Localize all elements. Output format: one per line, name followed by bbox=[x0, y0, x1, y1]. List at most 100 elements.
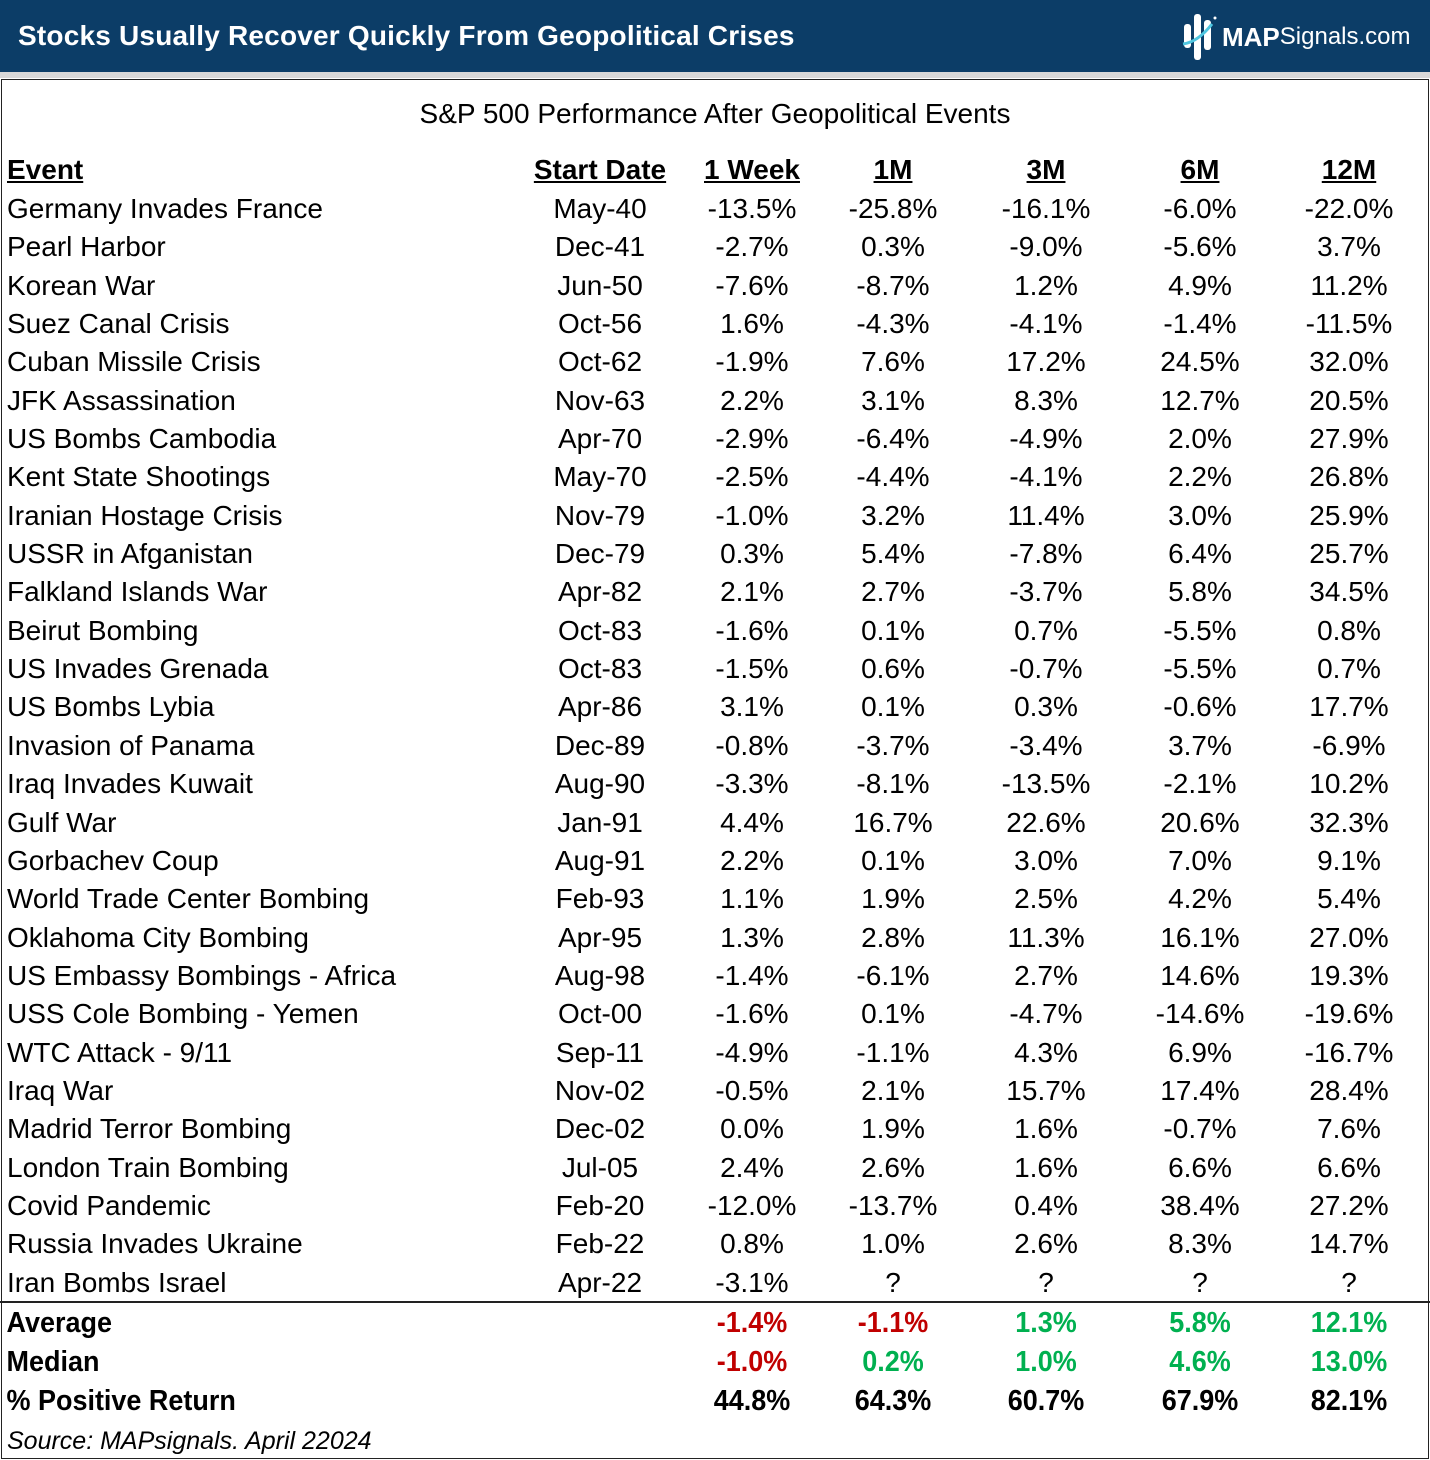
cell-event: Covid Pandemic bbox=[7, 1189, 211, 1221]
summary-value-1-week: -1.0% bbox=[716, 1346, 788, 1378]
cell-1m: 0.6% bbox=[861, 653, 925, 685]
summary-value-6m: 4.6% bbox=[1169, 1346, 1231, 1378]
cell-12m: 14.7% bbox=[1309, 1228, 1389, 1260]
summary-value-1m: -1.1% bbox=[857, 1307, 929, 1339]
cell-start-date: Feb-22 bbox=[555, 1228, 645, 1260]
cell-event: Pearl Harbor bbox=[7, 231, 166, 263]
cell-start-date: Aug-91 bbox=[554, 844, 646, 876]
cell-1-week: -0.8% bbox=[715, 729, 789, 761]
cell-start-date: Dec-79 bbox=[554, 538, 646, 570]
summary-value-12m: 82.1% bbox=[1310, 1385, 1388, 1417]
cell-event: London Train Bombing bbox=[7, 1151, 289, 1183]
cell-start-date: Apr-70 bbox=[557, 423, 643, 455]
cell-6m: 6.9% bbox=[1168, 1036, 1232, 1068]
cell-12m: 9.1% bbox=[1317, 844, 1381, 876]
cell-1m: -25.8% bbox=[848, 193, 938, 224]
cell-12m: -6.9% bbox=[1312, 729, 1386, 761]
cell-event: US Embassy Bombings - Africa bbox=[7, 959, 397, 991]
cell-event: Suez Canal Crisis bbox=[7, 308, 230, 340]
cell-6m: -0.6% bbox=[1163, 691, 1237, 723]
cell-1m: -13.7% bbox=[848, 1189, 938, 1221]
cell-event: Invasion of Panama bbox=[7, 729, 255, 761]
cell-1m: 1.9% bbox=[861, 883, 925, 915]
cell-event: US Invades Grenada bbox=[7, 653, 269, 685]
column-header-3m: 3M bbox=[1026, 154, 1066, 185]
cell-start-date: Jan-91 bbox=[557, 806, 643, 838]
cell-start-date: Oct-00 bbox=[557, 998, 643, 1030]
cell-1m: -6.4% bbox=[856, 423, 930, 455]
cell-6m: 24.5% bbox=[1160, 346, 1240, 378]
cell-6m: 4.2% bbox=[1168, 883, 1232, 915]
cell-event: Gorbachev Coup bbox=[7, 844, 219, 876]
cell-event: Oklahoma City Bombing bbox=[7, 921, 309, 953]
cell-start-date: Nov-79 bbox=[554, 499, 646, 531]
cell-12m: 27.9% bbox=[1309, 423, 1389, 455]
cell-1-week: -1.6% bbox=[715, 614, 789, 646]
cell-6m: 12.7% bbox=[1160, 384, 1240, 416]
page-title: Stocks Usually Recover Quickly From Geop… bbox=[18, 20, 795, 51]
cell-event: US Bombs Lybia bbox=[7, 691, 215, 723]
cell-6m: 2.2% bbox=[1168, 461, 1232, 493]
cell-12m: 3.7% bbox=[1317, 231, 1381, 263]
cell-1-week: -12.0% bbox=[707, 1189, 797, 1221]
cell-event: Iran Bombs Israel bbox=[7, 1266, 227, 1298]
cell-3m: 0.3% bbox=[1014, 691, 1078, 723]
cell-event: Beirut Bombing bbox=[7, 614, 199, 646]
cell-6m: -6.0% bbox=[1163, 193, 1237, 224]
cell-1-week: -4.9% bbox=[715, 1036, 789, 1068]
cell-3m: 2.7% bbox=[1014, 959, 1078, 991]
cell-6m: -0.7% bbox=[1163, 1113, 1237, 1145]
cell-3m: -13.5% bbox=[1001, 768, 1091, 800]
cell-6m: 38.4% bbox=[1160, 1189, 1240, 1221]
cell-3m: ? bbox=[1038, 1266, 1054, 1298]
cell-1-week: 1.6% bbox=[720, 308, 784, 340]
logo-text: Signals.com bbox=[1279, 23, 1411, 50]
column-header-event: Event bbox=[7, 154, 84, 185]
cell-event: Madrid Terror Bombing bbox=[7, 1113, 292, 1145]
cell-3m: 2.5% bbox=[1014, 883, 1078, 915]
summary-label: Median bbox=[6, 1346, 100, 1378]
cell-1m: -1.1% bbox=[856, 1036, 930, 1068]
cell-1-week: -2.5% bbox=[715, 461, 789, 493]
cell-12m: 25.7% bbox=[1309, 538, 1389, 570]
cell-1-week: -1.0% bbox=[715, 499, 789, 531]
summary-value-1m: 64.3% bbox=[854, 1385, 932, 1417]
cell-1-week: 1.3% bbox=[720, 921, 784, 953]
table-frame bbox=[1, 79, 1429, 1459]
cell-start-date: May-70 bbox=[553, 461, 647, 493]
cell-1m: 3.2% bbox=[861, 499, 925, 531]
cell-6m: 5.8% bbox=[1168, 576, 1232, 608]
empty-cell bbox=[526, 1304, 675, 1343]
empty-cell bbox=[526, 1382, 675, 1421]
cell-1m: 0.1% bbox=[861, 691, 925, 723]
cell-1m: -8.7% bbox=[856, 269, 930, 301]
cell-1m: 0.1% bbox=[861, 998, 925, 1030]
cell-event: Iranian Hostage Crisis bbox=[7, 499, 283, 531]
cell-event: Germany Invades France bbox=[7, 193, 323, 224]
summary-value-12m: 13.0% bbox=[1310, 1346, 1388, 1378]
cell-event: JFK Assassination bbox=[7, 384, 236, 416]
cell-1m: -4.4% bbox=[856, 461, 930, 493]
cell-1-week: -2.9% bbox=[715, 423, 789, 455]
cell-1-week: 2.4% bbox=[720, 1151, 784, 1183]
cell-12m: 32.0% bbox=[1309, 346, 1389, 378]
cell-12m: ? bbox=[1341, 1266, 1357, 1298]
cell-start-date: Oct-62 bbox=[557, 346, 643, 378]
cell-1m: 0.1% bbox=[861, 614, 925, 646]
cell-1m: -3.7% bbox=[856, 729, 930, 761]
cell-3m: -0.7% bbox=[1009, 653, 1083, 685]
cell-1-week: 0.0% bbox=[720, 1113, 784, 1145]
cell-1-week: -13.5% bbox=[707, 193, 797, 224]
cell-3m: -3.7% bbox=[1009, 576, 1083, 608]
cell-1-week: 0.3% bbox=[720, 538, 784, 570]
summary-section: Average -1.4% -1.1% 1.3% 5.8% 12.1% Median -1.0… bbox=[0, 1304, 1428, 1421]
cell-3m: -4.1% bbox=[1009, 461, 1083, 493]
cell-1m: 2.8% bbox=[861, 921, 925, 953]
cell-12m: 26.8% bbox=[1309, 461, 1389, 493]
cell-start-date: Aug-90 bbox=[554, 768, 646, 800]
cell-6m: -14.6% bbox=[1155, 998, 1245, 1030]
cell-start-date: Jun-50 bbox=[557, 269, 643, 301]
cell-6m: -5.5% bbox=[1163, 653, 1237, 685]
cell-12m: 28.4% bbox=[1309, 1074, 1389, 1106]
cell-3m: -16.1% bbox=[1001, 193, 1091, 224]
